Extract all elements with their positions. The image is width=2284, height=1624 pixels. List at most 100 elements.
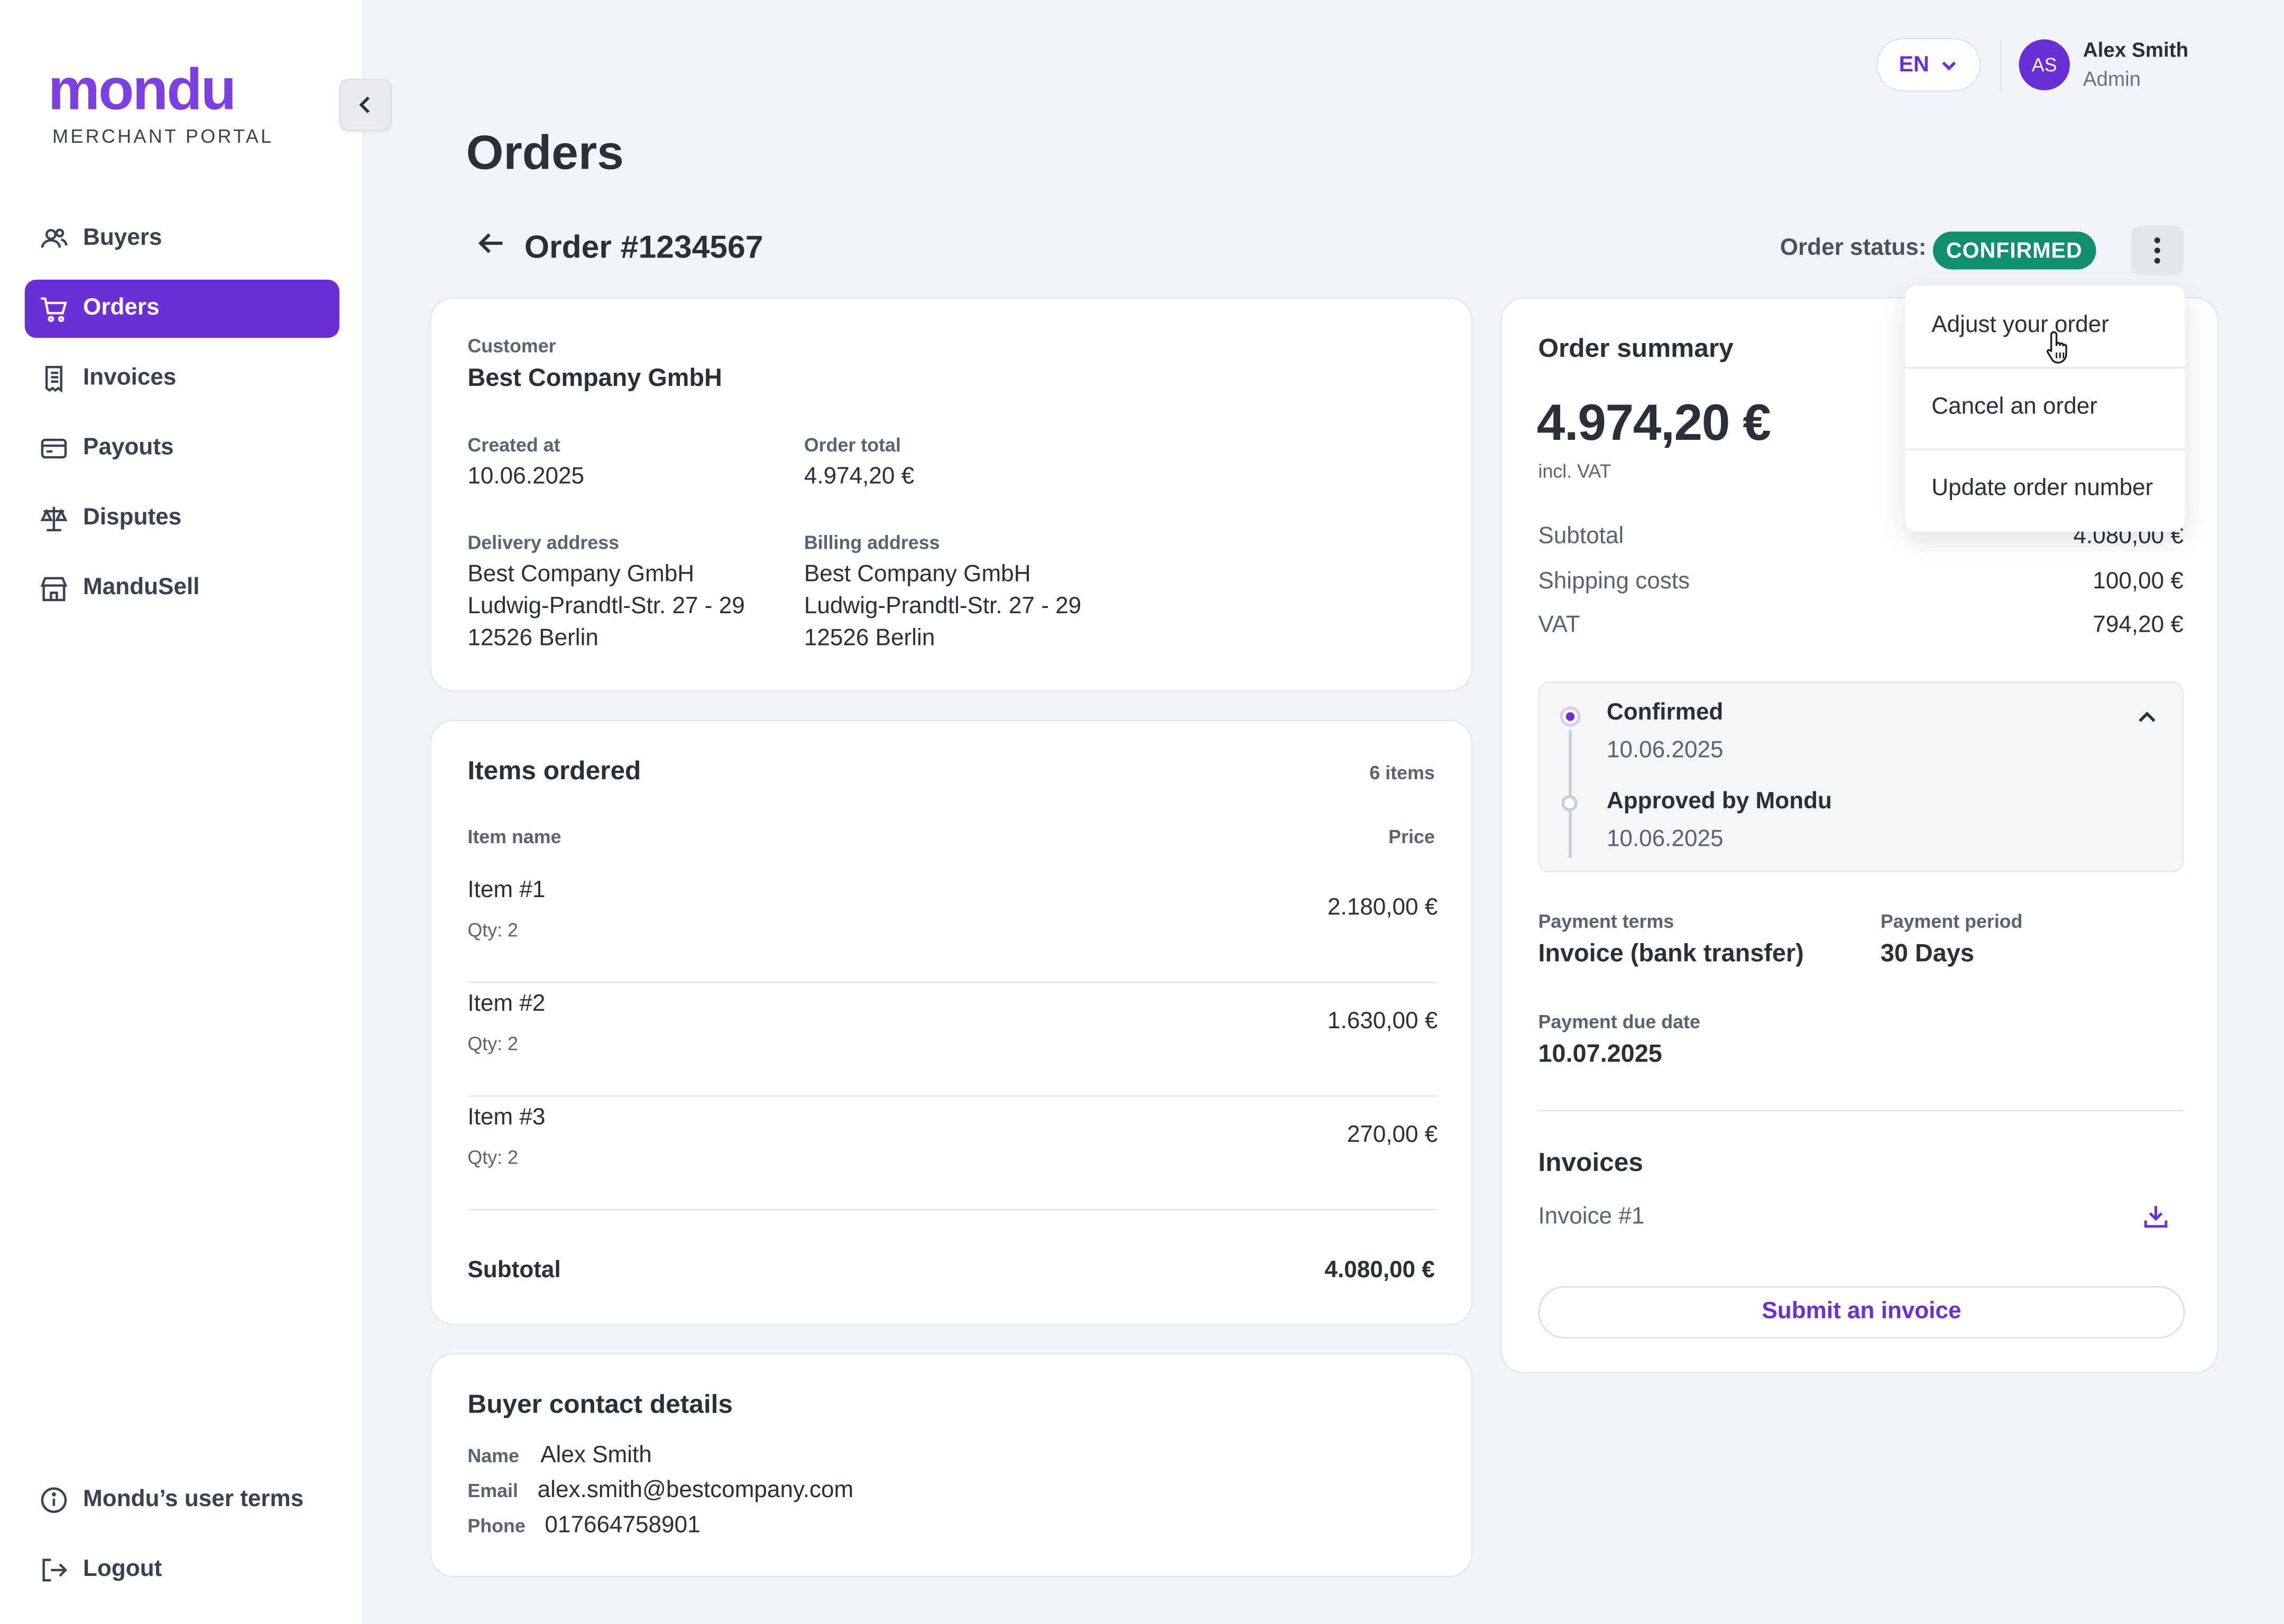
table-row[interactable]: Item #2 Qty: 2 1.630,00 € bbox=[467, 983, 1438, 1097]
sidebar-item-payouts[interactable]: Payouts bbox=[25, 419, 339, 477]
table-row[interactable]: Item #1 Qty: 2 2.180,00 € bbox=[467, 870, 1438, 983]
avatar[interactable]: AS bbox=[2019, 39, 2070, 90]
payment-terms-label: Payment terms bbox=[1538, 910, 1674, 933]
menu-item-adjust-order[interactable]: Adjust your order bbox=[1931, 313, 2109, 338]
logout-icon bbox=[39, 1555, 68, 1584]
items-subtotal-label: Subtotal bbox=[467, 1258, 561, 1284]
contact-phone-value: 017664758901 bbox=[545, 1513, 701, 1538]
contact-phone-label: Phone bbox=[467, 1515, 526, 1537]
user-name: Alex Smith bbox=[2083, 38, 2189, 61]
submit-invoice-button[interactable]: Submit an invoice bbox=[1538, 1286, 2185, 1339]
sidebar-item-label: Logout bbox=[83, 1557, 162, 1582]
language-selector[interactable]: EN bbox=[1876, 38, 1981, 92]
logo-wordmark: mondu bbox=[48, 58, 236, 123]
contact-email-value[interactable]: alex.smith@bestcompany.com bbox=[537, 1478, 854, 1503]
status-timeline[interactable]: Confirmed 10.06.2025 Approved by Mondu 1… bbox=[1538, 681, 2184, 873]
receipt-icon bbox=[39, 364, 68, 393]
buyer-contact-card: Buyer contact details Name Alex Smith Em… bbox=[429, 1353, 1473, 1577]
timeline-step-label: Approved by Mondu bbox=[1606, 789, 1832, 815]
sidebar-item-label: Payouts bbox=[83, 435, 174, 460]
payment-terms-value: Invoice (bank transfer) bbox=[1538, 939, 1804, 967]
chevron-up-icon[interactable] bbox=[2135, 705, 2159, 735]
order-total-value: 4.974,20 € bbox=[804, 464, 915, 490]
order-summary-title: Order summary bbox=[1538, 333, 1734, 363]
item-price: 270,00 € bbox=[1347, 1123, 1438, 1148]
avatar-initials: AS bbox=[2031, 53, 2057, 76]
delivery-address-label: Delivery address bbox=[467, 531, 620, 553]
menu-divider bbox=[1905, 367, 2185, 369]
timeline-step-label: Confirmed bbox=[1606, 700, 1724, 726]
address-line: 12526 Berlin bbox=[804, 626, 935, 651]
address-line: Best Company GmbH bbox=[804, 562, 1031, 587]
summary-row-label: Shipping costs bbox=[1538, 569, 1690, 595]
user-role: Admin bbox=[2083, 67, 2141, 90]
sidebar-item-buyers[interactable]: Buyers bbox=[25, 210, 339, 268]
order-summary-card: Order summary 4.974,20 € incl. VAT Subto… bbox=[1500, 297, 2219, 1374]
sidebar-item-orders[interactable]: Orders bbox=[24, 279, 339, 338]
sidebar-item-logout[interactable]: Logout bbox=[25, 1541, 339, 1599]
sidebar-item-mandusell[interactable]: ManduSell bbox=[25, 559, 339, 617]
column-header-price: Price bbox=[1388, 826, 1435, 848]
menu-item-cancel-order[interactable]: Cancel an order bbox=[1931, 394, 2097, 420]
sidebar-item-label: Orders bbox=[83, 296, 160, 321]
summary-row-value: 100,00 € bbox=[2093, 569, 2184, 595]
payment-period-label: Payment period bbox=[1880, 910, 2023, 933]
invoice-link[interactable]: Invoice #1 bbox=[1538, 1204, 1645, 1230]
timeline-line bbox=[1569, 730, 1572, 858]
sidebar-item-disputes[interactable]: Disputes bbox=[25, 490, 339, 548]
sidebar-item-label: Invoices bbox=[83, 365, 177, 391]
cart-icon bbox=[39, 294, 68, 324]
order-total-label: Order total bbox=[804, 434, 901, 456]
menu-item-update-order-number[interactable]: Update order number bbox=[1931, 476, 2153, 501]
logo-subtitle: MERCHANT PORTAL bbox=[52, 125, 274, 147]
kebab-menu-icon bbox=[2154, 237, 2160, 264]
contact-name-label: Name bbox=[467, 1445, 519, 1467]
item-qty: Qty: 2 bbox=[467, 919, 518, 941]
vat-note: incl. VAT bbox=[1538, 460, 1611, 482]
billing-address-label: Billing address bbox=[804, 531, 940, 553]
summary-row-shipping: Shipping costs 100,00 € bbox=[1538, 569, 2184, 596]
payment-period-value: 30 Days bbox=[1880, 939, 1974, 967]
items-ordered-title: Items ordered bbox=[467, 755, 641, 785]
customer-name: Best Company GmbH bbox=[467, 364, 722, 392]
sidebar-item-user-terms[interactable]: Mondu’s user terms bbox=[25, 1471, 339, 1529]
timeline-dot bbox=[1561, 795, 1578, 811]
order-actions-menu: Adjust your order Cancel an order Update… bbox=[1905, 285, 2185, 532]
delivery-address: Best Company GmbH Ludwig-Prandtl-Str. 27… bbox=[467, 559, 744, 656]
created-at-value: 10.06.2025 bbox=[467, 464, 585, 490]
items-count: 6 items bbox=[1369, 761, 1435, 784]
sidebar-item-invoices[interactable]: Invoices bbox=[25, 349, 339, 408]
back-arrow-icon[interactable] bbox=[475, 227, 507, 266]
invoices-title: Invoices bbox=[1538, 1148, 1643, 1177]
summary-row-label: Subtotal bbox=[1538, 524, 1624, 549]
address-line: Best Company GmbH bbox=[467, 562, 695, 587]
download-icon[interactable] bbox=[2143, 1203, 2169, 1237]
more-actions-button[interactable] bbox=[2131, 226, 2184, 275]
status-badge: CONFIRMED bbox=[1933, 232, 2096, 270]
language-label: EN bbox=[1899, 52, 1929, 78]
menu-divider bbox=[1905, 448, 2185, 450]
collapse-sidebar-button[interactable] bbox=[339, 78, 392, 131]
item-qty: Qty: 2 bbox=[467, 1146, 518, 1168]
item-name: Item #2 bbox=[467, 992, 546, 1017]
buyer-contact-title: Buyer contact details bbox=[467, 1389, 733, 1419]
timeline-step-date: 10.06.2025 bbox=[1606, 738, 1724, 763]
divider bbox=[1538, 1110, 2184, 1112]
item-price: 1.630,00 € bbox=[1327, 1009, 1438, 1035]
address-line: Ludwig-Prandtl-Str. 27 - 29 bbox=[804, 594, 1082, 619]
customer-label: Customer bbox=[467, 335, 556, 357]
info-icon bbox=[39, 1485, 68, 1515]
hand-cursor-icon bbox=[2047, 331, 2067, 364]
scale-icon bbox=[39, 504, 68, 533]
sidebar: mondu MERCHANT PORTAL Buyers Orders I bbox=[0, 0, 364, 1624]
customer-card: Customer Best Company GmbH Created at 10… bbox=[429, 297, 1473, 692]
created-at-label: Created at bbox=[467, 434, 560, 456]
timeline-step-date: 10.06.2025 bbox=[1606, 827, 1724, 852]
items-subtotal-value: 4.080,00 € bbox=[1324, 1258, 1435, 1284]
chevron-down-icon bbox=[1942, 61, 1957, 70]
mondu-logo[interactable]: mondu MERCHANT PORTAL bbox=[48, 58, 274, 147]
chevron-left-icon bbox=[359, 96, 370, 114]
table-row[interactable]: Item #3 Qty: 2 270,00 € bbox=[467, 1097, 1438, 1211]
summary-row-vat: VAT 794,20 € bbox=[1538, 613, 2184, 640]
payment-due-label: Payment due date bbox=[1538, 1011, 1700, 1033]
